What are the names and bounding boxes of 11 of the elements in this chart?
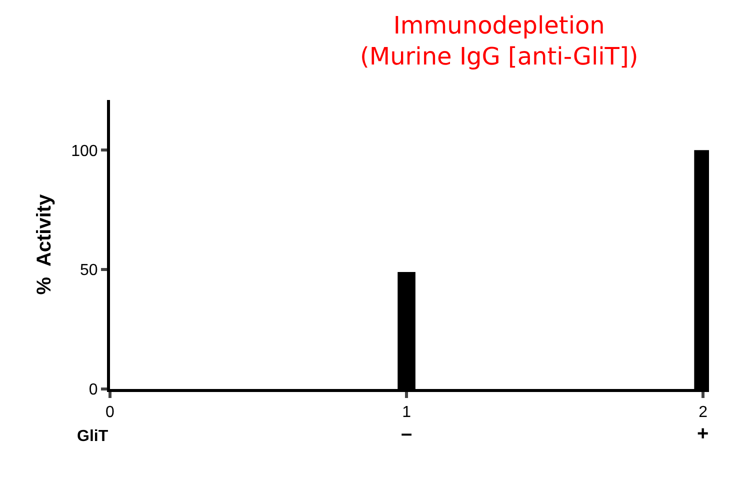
text: + [697, 423, 709, 445]
chart-title: Immunodepletion (Murine IgG [anti-GliT]) [360, 12, 638, 71]
x-tick-label: 2 [698, 404, 708, 422]
text: – [401, 423, 412, 445]
y-tick-label: 50 [80, 262, 98, 280]
x-tick-label: 1 [402, 404, 412, 422]
x-tick-label: 0 [106, 404, 115, 422]
y-tick-label: 0 [88, 382, 98, 399]
text: GliT [77, 428, 108, 445]
y-tick-label: 100 [71, 142, 98, 160]
y-axis-title: % Activity [34, 193, 56, 295]
